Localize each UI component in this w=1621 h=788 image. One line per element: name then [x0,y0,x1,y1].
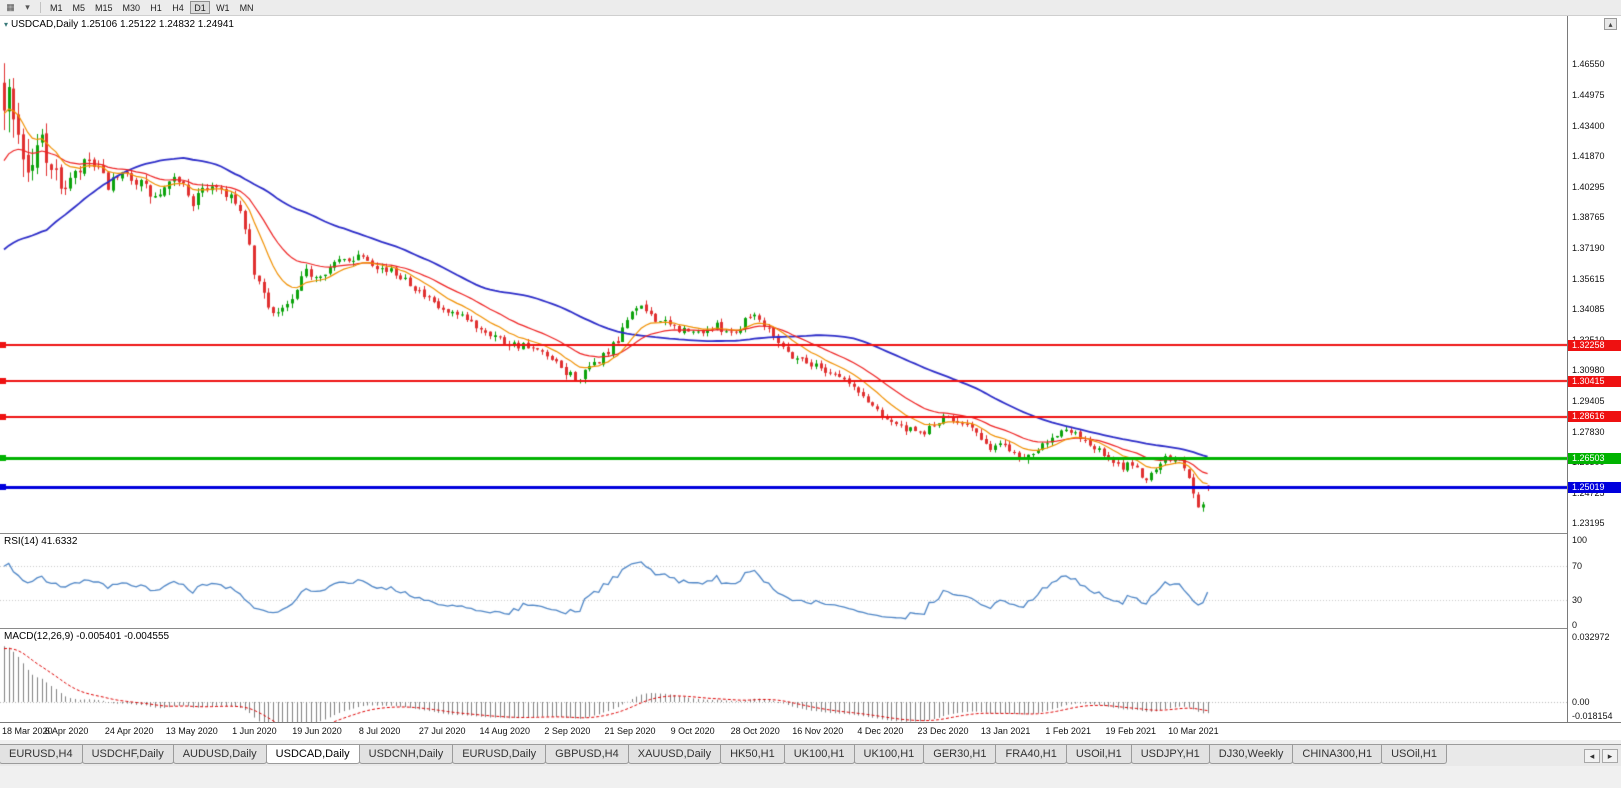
timeframe-button-m5[interactable]: M5 [72,2,86,13]
timeframe-button-m30[interactable]: M30 [122,2,141,13]
chart-window: ▾ USDCAD,Daily 1.25106 1.25122 1.24832 1.… [0,16,1621,740]
chart-symbol-label: USDCAD,Daily [11,19,79,30]
chart-tab-usoil-h1[interactable]: USOil,H1 [1065,745,1132,764]
time-axis-tick: 10 Mar 2021 [1168,726,1219,736]
chart-title-marker-icon: ▾ [4,20,9,29]
price-line-tag-1-30415: 1.30415 [1568,375,1621,387]
chart-tab-china300-h1[interactable]: CHINA300,H1 [1292,745,1383,764]
timeframe-button-m15[interactable]: M15 [95,2,113,13]
chart-tab-gbpusd-h4[interactable]: GBPUSD,H4 [545,745,629,764]
chart-tab-fra40-h1[interactable]: FRA40,H1 [995,745,1067,764]
chart-tab-uk100-h1[interactable]: UK100,H1 [783,745,855,764]
price-axis-tick: 1.38765 [1572,212,1605,223]
price-chart-canvas[interactable] [0,16,1567,722]
chart-tab-dj30-weekly[interactable]: DJ30,Weekly [1208,745,1294,764]
price-axis-tick: 1.43400 [1572,121,1605,132]
price-axis-tick: 1.30980 [1572,365,1605,376]
macd-axis-tick: 0.032972 [1572,632,1610,642]
macd-axis-tick: 0.00 [1572,697,1590,707]
tabs-scroll-left-button[interactable]: ◂ [1584,748,1600,763]
chart-tab-uk100-h1[interactable]: UK100,H1 [853,745,925,764]
time-axis-tick: 13 Jan 2021 [980,726,1031,736]
rsi-axis-tick: 0 [1572,620,1578,630]
chart-tabs-bar: EURUSD,H4 USDCHF,Daily AUDUSD,Daily USDCAD,… [0,744,1621,766]
price-line-tag-1-32258: 1.32258 [1568,339,1621,351]
price-line-tag-1-26503: 1.26503 [1568,452,1621,464]
chart-tab-eurusd-h4[interactable]: EURUSD,H4 [0,745,83,764]
price-axis-tick: 1.23195 [1572,518,1605,529]
price-axis-tick: 1.34085 [1572,304,1605,315]
price-axis-tick: 1.29405 [1572,396,1605,407]
time-axis-tick: 14 Aug 2020 [479,726,531,736]
macd-axis-tick: -0.018154 [1572,711,1613,721]
scroll-up-button[interactable]: ▴ [1604,18,1617,30]
time-axis-tick: 9 Oct 2020 [670,726,715,736]
rsi-panel-separator[interactable] [0,533,1621,534]
chart-tab-ger30-h1[interactable]: GER30,H1 [923,745,997,764]
time-axis-tick: 19 Feb 2021 [1105,726,1157,736]
chart-tab-usdcnh-daily[interactable]: USDCNH,Daily [358,745,454,764]
time-axis-tick: 18 Mar 2020 [2,726,53,736]
chart-tab-xauusd-daily[interactable]: XAUUSD,Daily [627,745,722,764]
price-axis-tick: 1.41870 [1572,151,1605,162]
rsi-axis-tick: 100 [1572,535,1588,545]
macd-panel-separator[interactable] [0,628,1621,629]
time-axis-tick: 19 Jun 2020 [292,726,342,736]
price-line-tag-1-28616: 1.28616 [1568,411,1621,423]
price-axis-tick: 1.27830 [1572,427,1605,438]
timeframe-button-m1[interactable]: M1 [50,2,63,13]
time-axis-tick: 1 Feb 2021 [1045,726,1091,736]
time-axis-tick: 28 Oct 2020 [730,726,780,736]
time-axis-tick: 27 Jul 2020 [418,726,466,736]
time-axis-tick: 21 Sep 2020 [604,726,656,736]
rsi-axis-tick: 70 [1572,560,1583,571]
price-line-tag-1-25019: 1.25019 [1568,481,1621,493]
time-axis-tick: 4 Dec 2020 [857,726,904,736]
chart-ohlc-label: 1.25106 1.25122 1.24832 1.24941 [81,19,234,30]
chart-tab-usdchf-daily[interactable]: USDCHF,Daily [81,745,174,764]
macd-indicator-label: MACD(12,26,9) -0.005401 -0.004555 [4,631,170,642]
tab-scroll-arrows: ◂ ▸ [1581,745,1621,766]
time-axis-tick: 24 Apr 2020 [104,726,154,736]
time-axis-tick: 2 Sep 2020 [544,726,591,736]
time-axis-tick: 13 May 2020 [165,726,218,736]
timeframe-button-mn[interactable]: MN [239,2,254,13]
price-axis-tick: 1.35615 [1572,274,1605,285]
price-axis-tick: 1.37190 [1572,243,1605,254]
chart-tab-usdjpy-h1[interactable]: USDJPY,H1 [1130,745,1210,764]
timeframe-button-group: M1 M5 M15 M30 H1 H4 D1 W1 MN [45,1,259,14]
time-axis-tick: 6 Apr 2020 [44,726,89,736]
timeframe-button-h1[interactable]: H1 [150,2,162,13]
price-axis-tick: 1.24725 [1572,488,1605,499]
price-axis[interactable]: 1.46550 1.44975 1.43400 1.41870 1.40295 1.387… [1567,16,1621,722]
timeframe-button-w1[interactable]: W1 [216,2,230,13]
timeframe-button-h4[interactable]: H4 [172,2,184,13]
chart-tab-eurusd-daily[interactable]: EURUSD,Daily [452,745,547,764]
top-toolbar: ▦ ▾ M1 M5 M15 M30 H1 H4 D1 W1 MN [0,0,1621,16]
time-axis[interactable]: 18 Mar 2020 6 Apr 2020 24 Apr 2020 13 May 2… [0,722,1621,740]
tabs-scroll-right-button[interactable]: ▸ [1602,748,1618,763]
timeframe-button-d1[interactable]: D1 [190,1,211,14]
chart-tab-usoil-h1[interactable]: USOil,H1 [1381,745,1447,764]
time-axis-tick: 1 Jun 2020 [232,726,277,736]
price-axis-tick: 1.44975 [1572,90,1605,101]
chart-tab-hk50-h1[interactable]: HK50,H1 [720,745,785,764]
chart-title: ▾ USDCAD,Daily 1.25106 1.25122 1.24832 1.… [4,19,234,30]
toolbar-separator [40,2,41,13]
rsi-indicator-label: RSI(14) 41.6332 [4,536,78,547]
chart-tab-usdcad-daily[interactable]: USDCAD,Daily [265,745,360,764]
time-axis-tick: 8 Jul 2020 [358,726,401,736]
chart-tab-audusd-daily[interactable]: AUDUSD,Daily [172,745,267,764]
chart-tabs-container: EURUSD,H4 USDCHF,Daily AUDUSD,Daily USDCAD,… [0,745,1581,766]
time-axis-tick: 16 Nov 2020 [792,726,844,736]
price-axis-tick: 1.46550 [1572,59,1605,70]
rsi-axis-tick: 30 [1572,594,1583,605]
time-axis-tick: 23 Dec 2020 [917,726,969,736]
chart-type-icon[interactable]: ▦ [6,2,15,12]
chart-dropdown-icon[interactable]: ▾ [25,2,30,12]
price-axis-tick: 1.40295 [1572,182,1605,193]
